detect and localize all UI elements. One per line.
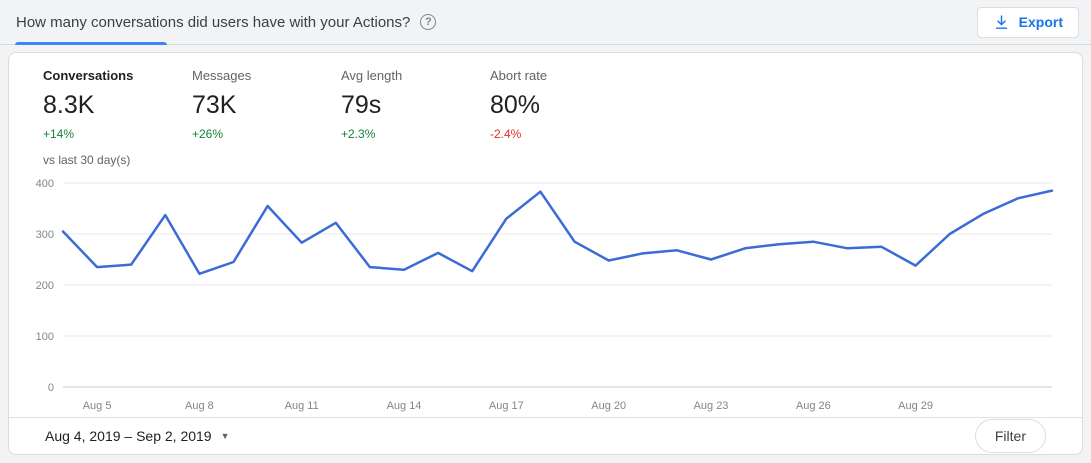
- svg-text:Aug 11: Aug 11: [285, 400, 319, 412]
- chart-canvas: 0 100 200 300 400 Aug 5 Aug 8 Aug 11 Aug 14 Aug 1…: [36, 178, 1054, 412]
- metric-delta: -2.4%: [490, 127, 522, 141]
- line-chart: 0 100 200 300 400 Aug 5 Aug 8 Aug 11 Aug 14 Aug 1…: [9, 167, 1082, 417]
- svg-text:200: 200: [36, 280, 54, 292]
- metric-comparison-note: vs last 30 day(s): [43, 153, 131, 167]
- svg-text:Aug 26: Aug 26: [796, 400, 831, 412]
- export-button-label: Export: [1018, 14, 1063, 30]
- svg-text:Aug 5: Aug 5: [83, 400, 112, 412]
- svg-text:300: 300: [36, 229, 54, 241]
- export-button[interactable]: Export: [976, 6, 1079, 38]
- metric-tab-conversations[interactable]: Conversations 8.3K +14% vs last 30 day(s…: [43, 68, 192, 167]
- metric-value: 8.3K: [43, 91, 95, 119]
- svg-text:Aug 29: Aug 29: [898, 400, 933, 412]
- page-title: How many conversations did users have wi…: [16, 13, 411, 31]
- svg-text:0: 0: [48, 382, 54, 394]
- svg-text:Aug 14: Aug 14: [387, 400, 422, 412]
- metric-tab-abort-rate[interactable]: Abort rate 80% -2.4%: [490, 68, 639, 167]
- question-header: How many conversations did users have wi…: [0, 0, 1091, 45]
- metric-delta: +26%: [192, 127, 224, 141]
- download-icon: [995, 14, 1007, 29]
- question-title-wrap: How many conversations did users have wi…: [16, 13, 437, 31]
- svg-text:400: 400: [36, 178, 54, 190]
- active-tab-indicator: [15, 42, 167, 45]
- metric-label: Messages: [192, 68, 252, 83]
- filter-button[interactable]: Filter: [974, 419, 1046, 453]
- svg-text:Aug 20: Aug 20: [591, 400, 626, 412]
- svg-text:Aug 23: Aug 23: [694, 400, 729, 412]
- metric-delta: +2.3%: [341, 127, 376, 141]
- svg-text:Aug 17: Aug 17: [489, 400, 524, 412]
- card-footer: Aug 4, 2019 – Sep 2, 2019 ▼ Filter: [9, 417, 1082, 454]
- metric-tab-messages[interactable]: Messages 73K +26%: [192, 68, 341, 167]
- date-range-label: Aug 4, 2019 – Sep 2, 2019: [45, 428, 212, 444]
- metric-label: Abort rate: [490, 68, 548, 83]
- date-range-selector[interactable]: Aug 4, 2019 – Sep 2, 2019 ▼: [45, 428, 230, 444]
- metric-tab-avg-length[interactable]: Avg length 79s +2.3%: [341, 68, 490, 167]
- chevron-down-icon: ▼: [220, 431, 230, 441]
- metric-value: 73K: [192, 91, 237, 119]
- metric-tabs: Conversations 8.3K +14% vs last 30 day(s…: [9, 53, 1082, 167]
- metric-value: 80%: [490, 91, 541, 119]
- metric-label: Avg length: [341, 68, 403, 83]
- svg-text:Aug 8: Aug 8: [185, 400, 214, 412]
- svg-text:100: 100: [36, 331, 54, 343]
- analytics-card: Conversations 8.3K +14% vs last 30 day(s…: [8, 52, 1083, 455]
- metric-value: 79s: [341, 91, 382, 119]
- metric-delta: +14%: [43, 127, 75, 141]
- metric-label: Conversations: [43, 68, 134, 83]
- help-icon[interactable]: ?: [420, 14, 437, 30]
